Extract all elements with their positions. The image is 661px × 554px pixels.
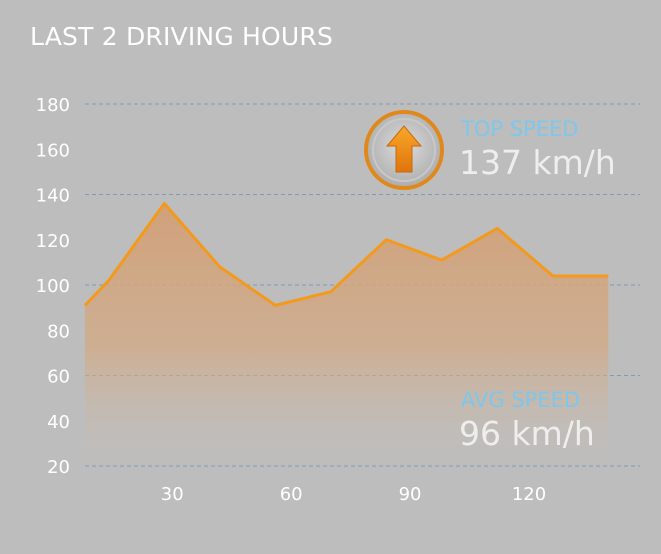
top-speed-badge — [364, 110, 444, 190]
speed-line — [83, 202, 609, 307]
x-tick-label: 90 — [399, 484, 422, 505]
y-tick-label: 120 — [36, 231, 70, 252]
y-tick-label: 100 — [36, 276, 70, 297]
avg-speed-label: AVG SPEED — [461, 388, 581, 412]
chart-title: LAST 2 DRIVING HOURS — [30, 22, 334, 51]
y-tick-label: 80 — [47, 321, 70, 342]
y-tick-label: 140 — [36, 186, 70, 207]
y-tick-label: 60 — [47, 367, 70, 388]
y-tick-label: 40 — [47, 412, 70, 433]
y-tick-label: 160 — [36, 140, 70, 161]
x-tick-label: 120 — [512, 484, 546, 505]
x-tick-label: 60 — [280, 484, 303, 505]
avg-speed-value: 96 km/h — [459, 414, 595, 453]
y-tick-label: 20 — [47, 457, 70, 478]
top-speed-badge-inner-ring — [372, 118, 436, 182]
top-speed-label: TOP SPEED — [461, 117, 579, 141]
speed-area — [85, 203, 609, 467]
y-tick-label: 180 — [36, 95, 70, 116]
up-arrow-icon — [385, 125, 423, 173]
top-speed-value: 137 km/h — [459, 143, 616, 182]
x-tick-label: 30 — [161, 484, 184, 505]
